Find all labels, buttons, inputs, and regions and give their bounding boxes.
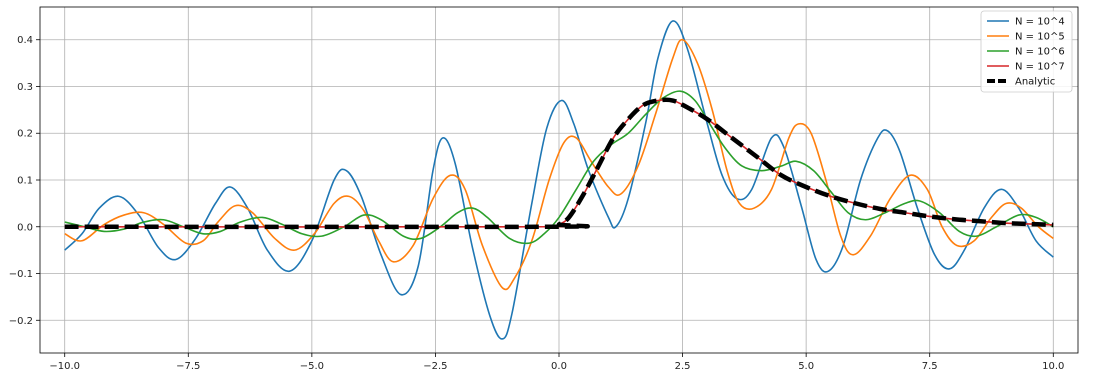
x-tick-label: −10.0 — [49, 361, 80, 372]
x-tick-label: 10.0 — [1042, 361, 1064, 372]
series-line-4 — [64, 97, 1054, 230]
y-tick-label: 0.4 — [17, 35, 33, 46]
x-tick-label: 2.5 — [675, 361, 691, 372]
y-axis-ticks: −0.2 −0.1 0.0 0.1 0.2 0.3 0.4 — [9, 35, 40, 327]
x-axis-ticks: −10.0 −7.5 −5.0 −2.5 0.0 2.5 5.0 7.5 10.0 — [49, 353, 1064, 372]
legend-label: N = 10^5 — [1015, 32, 1065, 43]
y-tick-label: 0.2 — [17, 129, 33, 140]
y-tick-label: 0.3 — [17, 82, 33, 93]
y-tick-label: 0.0 — [17, 222, 33, 233]
series-line-1 — [64, 38, 1054, 291]
legend-label: N = 10^6 — [1015, 47, 1065, 58]
legend-box — [980, 10, 1073, 93]
legend: N = 10^4 N = 10^5 N = 10^6 N = 10^7 Analytic — [980, 10, 1073, 93]
grid — [40, 7, 1078, 353]
x-tick-label: 0.0 — [551, 361, 567, 372]
x-tick-label: 5.0 — [798, 361, 814, 372]
x-tick-label: −7.5 — [176, 361, 200, 372]
legend-label: Analytic — [1015, 77, 1055, 88]
series-line-2 — [64, 90, 1054, 245]
x-tick-label: 7.5 — [922, 361, 938, 372]
y-tick-label: 0.1 — [17, 176, 33, 187]
x-tick-label: −2.5 — [423, 361, 447, 372]
y-tick-label: −0.2 — [9, 316, 33, 327]
x-tick-label: −5.0 — [300, 361, 324, 372]
legend-label: N = 10^4 — [1015, 17, 1065, 28]
plot-lines — [64, 20, 1054, 340]
series-line-0 — [64, 20, 1054, 340]
y-tick-label: −0.1 — [9, 269, 33, 280]
legend-label: N = 10^7 — [1015, 62, 1065, 73]
